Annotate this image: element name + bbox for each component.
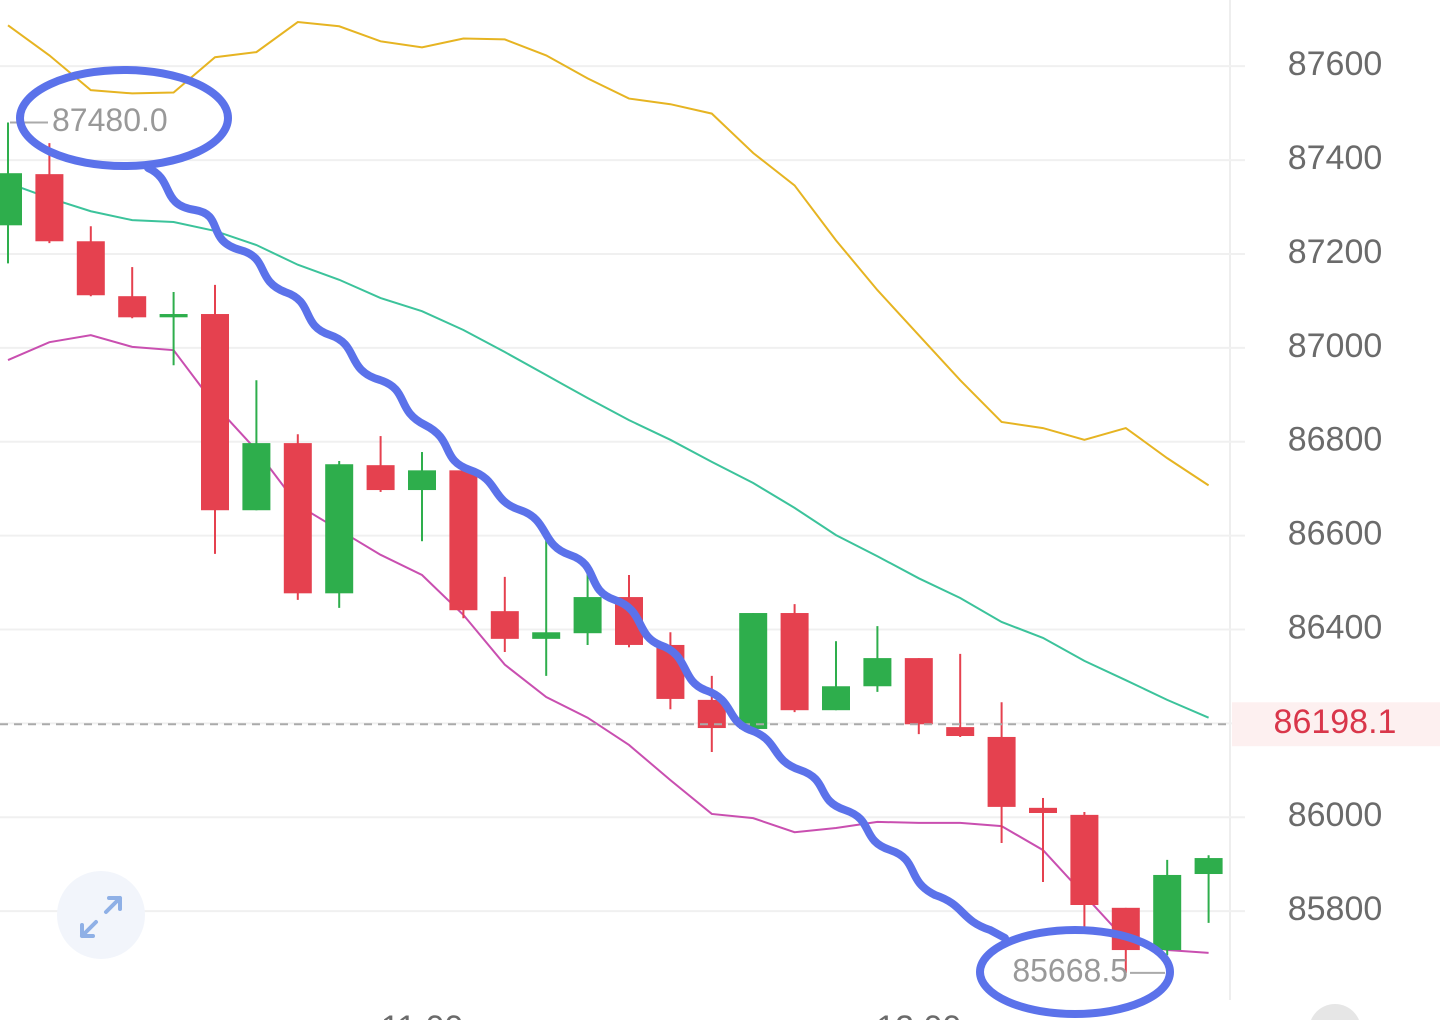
max-label: 87480.0 xyxy=(52,102,168,138)
circle-annotation xyxy=(16,66,232,170)
x-tick-label: 12:00 xyxy=(876,1009,961,1020)
candle-body xyxy=(1070,814,1099,905)
y-tick-label: 87000 xyxy=(1288,327,1383,365)
scroll-button[interactable] xyxy=(1309,1004,1361,1020)
min-label: 85668.5 xyxy=(1012,952,1128,988)
indicator-line xyxy=(7,182,1209,719)
candle-body xyxy=(449,470,478,611)
y-tick-label: 85800 xyxy=(1288,890,1383,928)
hand-annotations xyxy=(16,66,1174,1018)
candle-body xyxy=(242,443,271,511)
candle-body xyxy=(780,613,809,711)
candle-body xyxy=(946,727,975,737)
candle-body xyxy=(366,465,395,491)
candle-body xyxy=(159,314,188,318)
circle-annotation xyxy=(976,926,1174,1018)
candle-body xyxy=(532,632,561,639)
candles xyxy=(0,122,1223,973)
y-tick-label: 87200 xyxy=(1288,233,1383,271)
candle-body xyxy=(739,613,768,729)
labels: 8580086000862008640086600868008700087200… xyxy=(0,45,1440,1020)
candle-body xyxy=(1153,874,1182,951)
indicator-line xyxy=(7,21,1210,487)
candle-body xyxy=(118,296,147,318)
candle-body xyxy=(1029,807,1057,813)
y-tick-label: 87400 xyxy=(1288,139,1383,177)
candle-body xyxy=(987,736,1016,807)
candle-body xyxy=(0,173,22,226)
last-price-label: 86198.1 xyxy=(1274,703,1397,741)
expand-button-bg[interactable] xyxy=(57,871,145,959)
candle-body xyxy=(573,597,602,634)
x-tick-label: 11:00 xyxy=(381,1009,464,1020)
expand-icon[interactable] xyxy=(80,896,122,938)
candle-body xyxy=(490,611,519,639)
y-tick-label: 86600 xyxy=(1288,515,1383,553)
candle-body xyxy=(1194,858,1223,875)
y-tick-label: 86800 xyxy=(1288,421,1383,459)
candle-body xyxy=(325,464,354,594)
y-tick-label: 86400 xyxy=(1288,608,1383,646)
candle-body xyxy=(201,314,229,511)
y-tick-label: 86000 xyxy=(1288,796,1383,834)
y-tick-label: 87600 xyxy=(1288,45,1383,83)
candle-body xyxy=(408,470,436,491)
wavy-arrow xyxy=(144,164,1009,942)
candle-body xyxy=(822,686,850,711)
candle-body xyxy=(35,174,64,242)
candle-body xyxy=(76,241,105,296)
candle-body xyxy=(283,443,312,594)
last-price-bg xyxy=(1232,702,1440,747)
candle-body xyxy=(904,658,933,725)
candle-body xyxy=(863,658,892,687)
expand-button[interactable] xyxy=(57,871,145,959)
